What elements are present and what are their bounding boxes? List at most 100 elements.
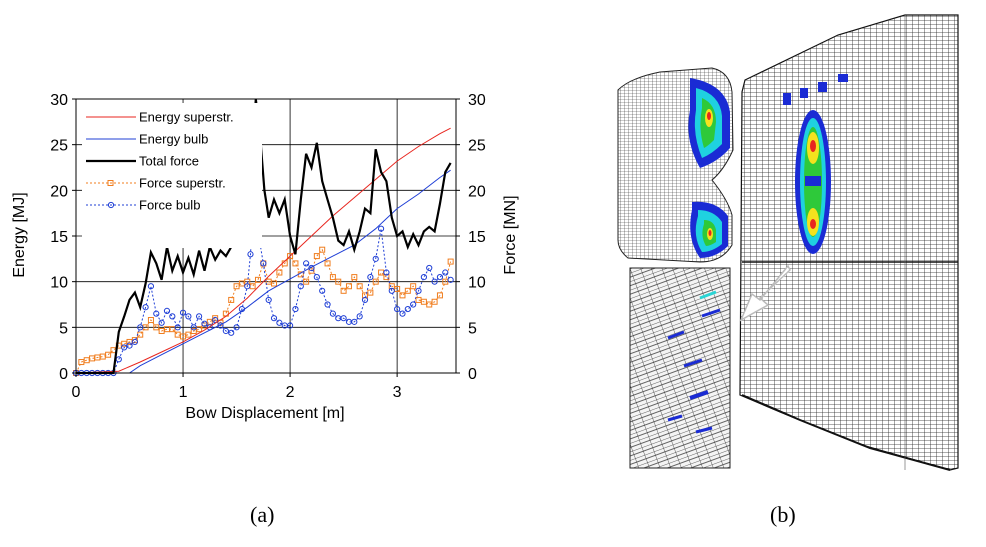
pointer-arrow-icon (739, 264, 791, 322)
data-point-force-bulb (169, 313, 176, 320)
chart-legend: Energy superstr. Energy bulb Total force Fo… (82, 103, 262, 248)
data-point-force-superstr (404, 287, 411, 294)
y-tick-label: 15 (50, 229, 68, 246)
data-point-force-bulb (158, 319, 165, 326)
legend-label: Total force (139, 154, 199, 169)
data-point-force-bulb (383, 269, 390, 276)
data-point-force-bulb (324, 301, 331, 308)
series-line-total-force (76, 98, 452, 375)
data-point-force-bulb (201, 320, 208, 327)
data-point-force-bulb (394, 305, 401, 313)
data-point-force-superstr (394, 285, 401, 292)
data-point-force-bulb (212, 316, 219, 324)
y-axis-label: Energy [MJ] (11, 192, 28, 277)
data-point-force-bulb (190, 324, 197, 331)
data-point-force-superstr (383, 274, 390, 281)
data-point-force-bulb (340, 315, 347, 322)
data-point-force-bulb (351, 318, 358, 325)
data-point-force-superstr (319, 246, 326, 253)
data-point-force-superstr (447, 258, 454, 265)
legend-label: Force superstr. (139, 176, 226, 191)
y2-tick-label: 10 (468, 275, 486, 292)
data-point-force-bulb (399, 310, 406, 317)
data-point-force-bulb (356, 313, 363, 320)
legend-marker (107, 180, 114, 186)
data-point-force-bulb (276, 319, 283, 326)
data-point-force-bulb (174, 324, 181, 331)
data-point-force-bulb (195, 313, 203, 320)
data-point-force-superstr (276, 269, 283, 276)
data-point-force-bulb (260, 260, 267, 267)
data-point-force-bulb (410, 301, 417, 308)
data-point-force-superstr (169, 326, 176, 333)
data-point-force-bulb (270, 315, 278, 322)
legend-label: Force bulb (139, 198, 200, 213)
data-point-force-superstr (372, 278, 379, 285)
data-point-force-bulb (233, 324, 240, 331)
data-point-force-superstr (329, 274, 336, 281)
data-point-force-bulb (147, 283, 155, 290)
y2-tick-label: 15 (468, 229, 486, 246)
data-point-force-bulb (131, 338, 138, 346)
data-point-force-superstr (356, 283, 363, 290)
data-point-force-bulb (436, 274, 444, 281)
data-point-force-superstr (367, 289, 374, 296)
data-point-force-bulb (228, 329, 235, 336)
bow-model (617, 67, 734, 263)
legend-marker (107, 201, 115, 209)
data-point-force-superstr (345, 283, 352, 290)
series-line-energy-superstr- (75, 127, 451, 374)
data-point-force-bulb (367, 274, 374, 281)
y2-axis-label: Force [MN] (502, 195, 519, 274)
data-point-force-bulb (292, 305, 299, 313)
data-point-force-superstr (436, 292, 443, 299)
data-point-force-superstr (153, 324, 160, 331)
data-point-force-superstr (196, 326, 203, 333)
y-tick-label: 30 (50, 92, 68, 109)
data-point-force-superstr (292, 260, 299, 267)
data-point-force-bulb (153, 310, 160, 317)
data-point-force-bulb (420, 274, 427, 281)
data-point-force-superstr (442, 278, 449, 285)
data-point-force-bulb (377, 225, 385, 232)
data-point-force-bulb (372, 255, 379, 262)
data-point-force-superstr (431, 298, 438, 305)
y2-tick-label: 25 (468, 138, 486, 155)
x-tick-label: 2 (286, 384, 295, 401)
data-point-force-bulb (179, 309, 187, 316)
y-tick-label: 0 (59, 366, 68, 383)
legend-label: Energy superstr. (139, 110, 234, 125)
data-point-force-superstr (410, 283, 417, 290)
data-point-force-bulb (185, 313, 192, 320)
data-point-force-bulb (265, 296, 272, 304)
data-point-force-superstr (287, 253, 294, 260)
data-point-force-superstr (399, 292, 406, 299)
data-point-force-superstr (147, 317, 154, 324)
x-tick-label: 1 (179, 384, 188, 401)
data-point-force-bulb (142, 304, 149, 311)
data-point-force-bulb (442, 269, 449, 276)
data-point-force-bulb (431, 278, 438, 285)
data-point-force-bulb (415, 287, 422, 294)
data-point-force-superstr (335, 278, 342, 285)
data-point-force-bulb (329, 310, 337, 317)
data-point-force-bulb (121, 344, 128, 351)
y2-tick-label: 30 (468, 92, 486, 109)
data-point-force-superstr (271, 280, 278, 287)
x-axis-label: Bow Displacement [m] (185, 405, 344, 422)
data-point-force-superstr (351, 274, 358, 281)
data-point-force-superstr (254, 276, 261, 283)
y2-tick-label: 0 (468, 366, 477, 383)
data-point-force-superstr (308, 267, 315, 274)
data-point-force-bulb (244, 283, 251, 290)
data-point-force-bulb (303, 260, 310, 267)
inner-structure-detail (629, 267, 731, 469)
damage-contour-side (783, 74, 848, 254)
data-point-force-superstr (244, 278, 251, 285)
data-point-force-superstr (228, 296, 235, 303)
y2-tick-label: 5 (468, 320, 477, 337)
caption-b: (b) (770, 502, 796, 527)
x-tick-label: 3 (393, 384, 402, 401)
data-point-force-bulb (313, 274, 320, 281)
